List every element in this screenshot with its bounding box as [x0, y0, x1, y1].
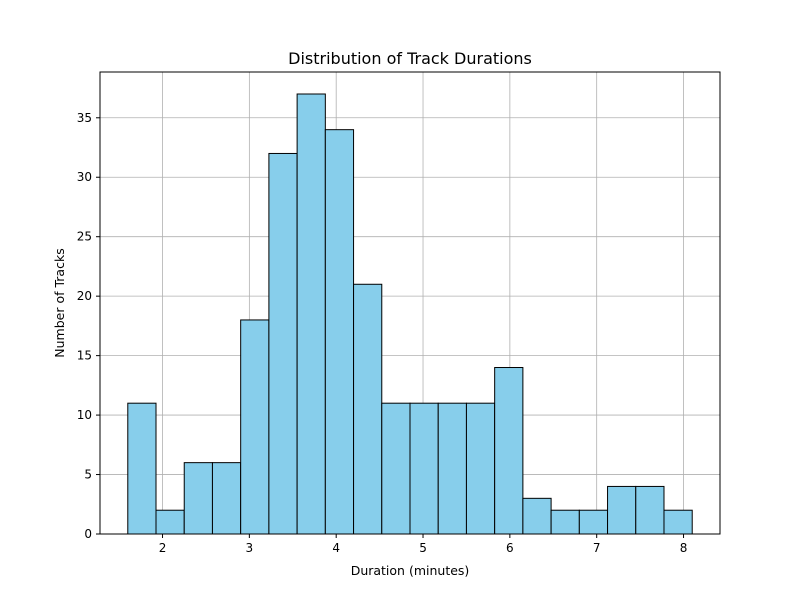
- histogram-bar: [296, 93, 326, 535]
- histogram-bar: [522, 497, 552, 535]
- histogram-bar: [155, 509, 185, 535]
- y-tick-label: 0: [84, 527, 92, 541]
- histogram-bar: [240, 319, 270, 535]
- y-tick-label: 10: [77, 408, 92, 422]
- histogram-bar: [607, 485, 637, 535]
- histogram-bar: [211, 462, 242, 535]
- y-tick-label: 35: [77, 111, 92, 125]
- histogram-bar: [127, 402, 157, 535]
- x-axis-label: Duration (minutes): [351, 563, 470, 578]
- x-tick-label: 3: [246, 541, 254, 555]
- y-tick-label: 20: [77, 289, 92, 303]
- histogram-bar: [663, 509, 693, 535]
- x-tick-label: 6: [506, 541, 514, 555]
- histogram-bar: [437, 402, 467, 535]
- histogram-bar: [465, 402, 496, 535]
- x-tick-label: 8: [680, 541, 688, 555]
- x-axis-ticks: 2 3 4 5 6 7 8: [159, 534, 688, 555]
- y-tick-label: 30: [77, 170, 92, 184]
- histogram-bar: [268, 152, 298, 535]
- x-tick-label: 7: [593, 541, 601, 555]
- histogram-bar: [578, 509, 609, 535]
- x-tick-label: 5: [419, 541, 427, 555]
- x-tick-label: 2: [159, 541, 167, 555]
- y-axis-label: Number of Tracks: [52, 248, 67, 357]
- y-axis-ticks: 0 5 10 15 20 25 30 35: [77, 111, 100, 541]
- y-tick-label: 25: [77, 230, 92, 244]
- histogram-bar: [381, 402, 411, 535]
- y-tick-label: 5: [84, 468, 92, 482]
- histogram-bar: [324, 129, 355, 535]
- histogram-bar: [494, 367, 524, 535]
- histogram-bar: [409, 402, 439, 535]
- histogram-bar: [183, 462, 213, 535]
- bars: [127, 93, 693, 535]
- histogram-bar: [550, 509, 580, 535]
- x-tick-label: 4: [332, 541, 340, 555]
- chart-title: Distribution of Track Durations: [288, 49, 532, 68]
- plot-frame: [99, 71, 721, 535]
- histogram-bar: [353, 283, 383, 535]
- grid: [100, 72, 720, 535]
- y-tick-label: 15: [77, 349, 92, 363]
- histogram-bar: [635, 485, 665, 535]
